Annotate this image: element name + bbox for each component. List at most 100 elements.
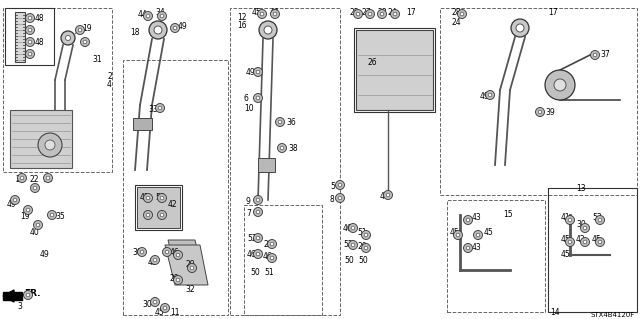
Text: 3: 3 [17, 302, 22, 311]
Polygon shape [356, 30, 433, 110]
Text: 47: 47 [380, 192, 390, 201]
Text: 35: 35 [55, 212, 65, 221]
Text: 41: 41 [561, 213, 571, 222]
Text: 44: 44 [138, 10, 148, 19]
Circle shape [161, 303, 170, 313]
Text: 46: 46 [170, 248, 180, 257]
Text: 6: 6 [244, 94, 249, 103]
Circle shape [253, 234, 262, 242]
Text: 17: 17 [548, 8, 557, 17]
Text: 48: 48 [35, 38, 45, 47]
Text: 30: 30 [142, 300, 152, 309]
Circle shape [36, 223, 40, 227]
Text: 28: 28 [377, 8, 387, 17]
Text: 49: 49 [480, 92, 490, 101]
Circle shape [580, 224, 589, 233]
Circle shape [26, 38, 35, 47]
Text: 19: 19 [82, 24, 92, 33]
Circle shape [44, 174, 52, 182]
Text: 5: 5 [330, 182, 335, 191]
Text: 46: 46 [343, 224, 353, 233]
Circle shape [78, 28, 82, 32]
Text: 49: 49 [246, 68, 256, 77]
Circle shape [278, 120, 282, 124]
Text: 49: 49 [7, 200, 17, 209]
Text: 4: 4 [107, 80, 112, 89]
Circle shape [50, 213, 54, 217]
Circle shape [383, 190, 392, 199]
Circle shape [273, 12, 277, 16]
Circle shape [583, 226, 587, 230]
Circle shape [270, 242, 274, 246]
Circle shape [545, 70, 575, 100]
Bar [3, 8, 112, 172]
Circle shape [153, 300, 157, 304]
Circle shape [157, 211, 166, 219]
Polygon shape [258, 158, 275, 172]
Circle shape [26, 26, 35, 34]
Text: 8: 8 [330, 195, 335, 204]
Text: 36: 36 [286, 118, 296, 127]
Circle shape [280, 146, 284, 150]
Polygon shape [137, 187, 180, 228]
Circle shape [271, 10, 280, 19]
Circle shape [568, 218, 572, 222]
Circle shape [158, 106, 162, 110]
Circle shape [364, 233, 368, 237]
Bar [354, 28, 435, 112]
Circle shape [268, 254, 276, 263]
Circle shape [28, 16, 32, 20]
Circle shape [253, 93, 262, 102]
Circle shape [365, 10, 374, 19]
Circle shape [140, 250, 144, 254]
Text: 1: 1 [17, 292, 22, 301]
Circle shape [256, 70, 260, 74]
Text: 12: 12 [237, 13, 246, 22]
Circle shape [580, 238, 589, 247]
Circle shape [536, 108, 545, 116]
Text: 31: 31 [92, 55, 102, 64]
Text: 14: 14 [550, 308, 559, 317]
Text: 53: 53 [155, 193, 164, 202]
Text: 43: 43 [472, 243, 482, 252]
Circle shape [256, 96, 260, 100]
Text: 10: 10 [244, 104, 253, 113]
Text: 45: 45 [148, 258, 157, 267]
Circle shape [190, 266, 194, 270]
Circle shape [17, 174, 26, 182]
Circle shape [458, 10, 467, 19]
Text: 29: 29 [185, 260, 195, 269]
Text: 9: 9 [246, 197, 251, 206]
Circle shape [165, 250, 169, 254]
Text: 11: 11 [170, 308, 179, 317]
Circle shape [163, 248, 172, 256]
Text: 18: 18 [130, 28, 140, 37]
Text: 45: 45 [450, 228, 460, 237]
Text: 25: 25 [350, 8, 360, 17]
Circle shape [454, 231, 463, 240]
Circle shape [31, 183, 40, 192]
Text: 21: 21 [16, 175, 26, 184]
Text: 52: 52 [343, 240, 353, 249]
Circle shape [460, 12, 464, 16]
Circle shape [378, 10, 387, 19]
Circle shape [160, 14, 164, 18]
Circle shape [65, 35, 70, 41]
Circle shape [338, 183, 342, 187]
Text: 50: 50 [250, 268, 260, 277]
Circle shape [253, 207, 262, 217]
Circle shape [143, 194, 152, 203]
Text: 30: 30 [576, 220, 586, 229]
Text: 50: 50 [344, 256, 354, 265]
Circle shape [356, 12, 360, 16]
Circle shape [349, 224, 358, 233]
Text: FR.: FR. [24, 289, 40, 298]
Circle shape [46, 176, 50, 180]
Text: 44: 44 [270, 8, 280, 17]
Text: 37: 37 [600, 50, 610, 59]
Circle shape [26, 13, 35, 23]
Circle shape [163, 306, 167, 310]
Text: 51: 51 [357, 228, 367, 237]
Circle shape [153, 258, 157, 262]
Circle shape [583, 240, 587, 244]
